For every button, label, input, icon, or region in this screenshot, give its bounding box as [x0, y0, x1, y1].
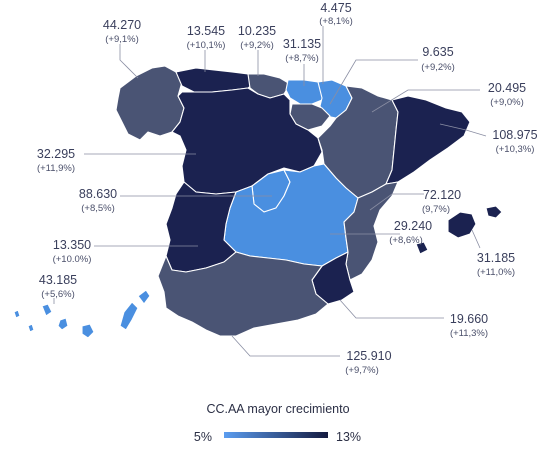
legend-min-label: 5%: [194, 430, 212, 444]
legend-title: CC.AA mayor crecimiento: [206, 402, 349, 416]
label-la-rioja-value: 9.635: [422, 45, 453, 59]
region-baleares[interactable]: [415, 205, 503, 255]
region-andalucia[interactable]: [157, 251, 329, 337]
legend-max-label: 13%: [336, 430, 361, 444]
label-aragon-value: 20.495: [488, 81, 526, 95]
label-castilla-leon-pct: (+11,9%): [37, 163, 75, 174]
label-baleares-pct: (+11,0%): [477, 267, 515, 278]
label-murcia-pct: (+11,3%): [450, 328, 488, 339]
label-murcia-value: 19.660: [450, 312, 488, 326]
region-comunidad-valenciana[interactable]: [343, 181, 399, 281]
label-la-rioja-pct: (+9,2%): [421, 62, 455, 73]
label-extremadura-value: 13.350: [53, 238, 91, 252]
label-castilla-leon-value: 32.295: [37, 147, 75, 161]
region-canarias[interactable]: [13, 289, 151, 339]
label-canarias-pct: (+5,6%): [41, 289, 75, 300]
region-extremadura[interactable]: [165, 181, 237, 273]
label-comunidad-valenciana-pct: (9,7%): [422, 204, 450, 215]
label-cataluna-pct: (+10,3%): [496, 144, 535, 155]
region-pais-vasco[interactable]: [285, 79, 327, 105]
region-castilla-leon[interactable]: [171, 87, 323, 195]
label-navarra-value: 4.475: [320, 1, 351, 15]
label-canarias-value: 43.185: [39, 273, 77, 287]
label-cantabria-pct: (+9,2%): [240, 40, 274, 51]
color-legend: CC.AA mayor crecimiento 5% 13%: [194, 402, 361, 444]
label-comunidad-valenciana-value: 72.120: [423, 188, 461, 202]
label-andalucia-pct: (+9,7%): [345, 365, 379, 376]
leader-aragon: [371, 89, 480, 113]
label-castilla-la-mancha-pct: (+8,6%): [389, 235, 423, 246]
label-navarra-pct: (+8,1%): [319, 16, 353, 27]
label-cantabria-value: 10.235: [238, 24, 276, 38]
leader-murcia: [339, 299, 444, 319]
label-madrid-value: 88.630: [79, 187, 117, 201]
legend-color-scale: [224, 432, 328, 438]
leader-andalucia: [231, 335, 340, 357]
label-pais-vasco-value: 31.135: [283, 37, 321, 51]
region-cataluna[interactable]: [385, 95, 471, 185]
label-castilla-la-mancha-value: 29.240: [394, 219, 432, 233]
label-cataluna-value: 108.975: [492, 128, 537, 142]
label-asturias-value: 13.545: [187, 24, 225, 38]
label-extremadura-pct: (+10.0%): [53, 254, 92, 265]
label-galicia-value: 44.270: [103, 18, 141, 32]
leader-galicia: [119, 44, 139, 79]
label-madrid-pct: (+8,5%): [81, 203, 115, 214]
label-asturias-pct: (+10,1%): [187, 40, 226, 51]
leader-la-rioja: [329, 59, 418, 105]
label-baleares-value: 31.185: [477, 251, 515, 265]
label-aragon-pct: (+9,0%): [490, 97, 524, 108]
leader-comunidad-valenciana: [369, 193, 424, 211]
label-pais-vasco-pct: (+8,7%): [285, 53, 319, 64]
label-galicia-pct: (+9,1%): [105, 34, 139, 45]
label-andalucia-value: 125.910: [346, 349, 391, 363]
leader-cataluna: [439, 123, 487, 137]
leader-baleares: [471, 229, 481, 249]
